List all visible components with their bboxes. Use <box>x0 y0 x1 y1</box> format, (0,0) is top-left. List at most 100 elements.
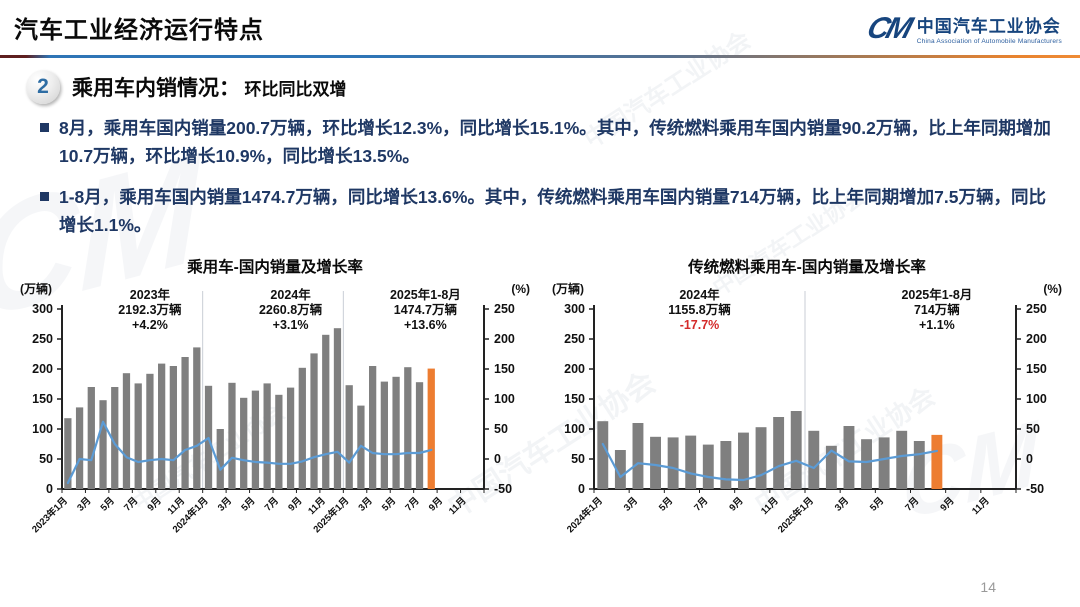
svg-text:250: 250 <box>32 332 53 346</box>
svg-text:3月: 3月 <box>216 496 234 514</box>
svg-text:7月: 7月 <box>403 496 421 514</box>
svg-text:(%): (%) <box>511 282 530 296</box>
svg-text:0: 0 <box>494 452 501 466</box>
header-divider <box>0 55 1080 58</box>
bullet-square-icon <box>40 123 49 132</box>
charts-row: 乘用车-国内销量及增长率 0 50 100 150 200 250 300 -50 0 50 100… <box>0 251 1080 551</box>
svg-text:2023年: 2023年 <box>130 287 171 302</box>
bullet-text: 8月，乘用车国内销量200.7万辆，环比增长12.3%，同比增长15.1%。其中… <box>59 118 1051 167</box>
svg-text:9月: 9月 <box>427 496 445 514</box>
caam-logo-name-cn: 中国汽车工业协会 <box>916 17 1061 36</box>
svg-text:5月: 5月 <box>239 496 257 514</box>
chart-title: 传统燃料乘用车-国内销量及增长率 <box>688 259 926 277</box>
bullet-list: 8月，乘用车国内销量200.7万辆，环比增长12.3%，同比增长15.1%。其中… <box>40 114 1052 239</box>
section-subtitle: 环比同比双增 <box>244 80 347 99</box>
svg-text:9月: 9月 <box>938 496 956 514</box>
chart-passenger-cars: 乘用车-国内销量及增长率 0 50 100 150 200 250 300 -50 0 50 100… <box>16 255 534 551</box>
chart-title: 乘用车-国内销量及增长率 <box>187 259 363 277</box>
svg-text:250: 250 <box>1026 302 1047 316</box>
page-title: 汽车工业经济运行特点 <box>14 17 264 44</box>
svg-text:3月: 3月 <box>622 496 640 514</box>
caam-logo-name-en: China Association of Automobile Manufact… <box>916 38 1062 45</box>
svg-text:+13.6%: +13.6% <box>404 318 447 332</box>
section-number-badge: 2 <box>26 70 60 104</box>
svg-text:11月: 11月 <box>447 496 469 518</box>
bullet-square-icon <box>40 191 49 201</box>
svg-text:50: 50 <box>571 452 585 466</box>
svg-text:300: 300 <box>564 302 585 316</box>
chart-passenger-cars-plot: 0 50 100 150 200 250 300 -50 0 50 100 150 200 250 (万辆)… <box>20 281 530 536</box>
svg-text:9月: 9月 <box>727 496 745 514</box>
svg-text:2025年1-8月: 2025年1-8月 <box>390 287 461 302</box>
svg-text:200: 200 <box>1026 332 1047 346</box>
svg-text:100: 100 <box>1026 392 1047 406</box>
svg-text:5月: 5月 <box>380 496 398 514</box>
svg-text:5月: 5月 <box>657 496 675 514</box>
svg-text:(万辆): (万辆) <box>552 281 584 296</box>
chart-traditional-fuel-plot: 0 50 100 150 200 250 300 -50 0 50 100 150 200 250 (万辆)… <box>552 281 1062 536</box>
svg-text:100: 100 <box>32 422 53 436</box>
svg-text:9月: 9月 <box>286 496 304 514</box>
svg-text:150: 150 <box>494 362 515 376</box>
svg-text:7月: 7月 <box>903 496 921 514</box>
svg-text:3月: 3月 <box>75 496 93 514</box>
svg-text:1474.7万辆: 1474.7万辆 <box>394 302 458 317</box>
svg-text:50: 50 <box>1026 422 1040 436</box>
svg-text:300: 300 <box>32 302 53 316</box>
svg-text:100: 100 <box>564 422 585 436</box>
svg-text:11月: 11月 <box>970 496 992 518</box>
page-number: 14 <box>980 579 996 595</box>
bullet-text: 1-8月，乘用车国内销量1474.7万辆，同比增长13.6%。其中，传统燃料乘用… <box>59 186 1046 236</box>
svg-text:+3.1%: +3.1% <box>273 318 309 332</box>
svg-text:100: 100 <box>494 392 515 406</box>
svg-text:3月: 3月 <box>833 496 851 514</box>
svg-text:250: 250 <box>564 332 585 346</box>
svg-text:-50: -50 <box>1026 482 1044 496</box>
svg-text:2024年: 2024年 <box>270 287 311 302</box>
svg-text:5月: 5月 <box>99 496 117 514</box>
bullet-item: 8月，乘用车国内销量200.7万辆，环比增长12.3%，同比增长15.1%。其中… <box>40 114 1052 171</box>
svg-text:0: 0 <box>46 482 53 496</box>
svg-text:150: 150 <box>564 392 585 406</box>
svg-text:(%): (%) <box>1043 282 1062 296</box>
svg-text:150: 150 <box>1026 362 1047 376</box>
svg-text:(万辆): (万辆) <box>20 281 52 296</box>
svg-text:150: 150 <box>32 392 53 406</box>
svg-text:1155.8万辆: 1155.8万辆 <box>668 302 731 317</box>
svg-text:2260.8万辆: 2260.8万辆 <box>259 302 323 317</box>
svg-text:50: 50 <box>494 422 508 436</box>
svg-text:714万辆: 714万辆 <box>914 302 960 317</box>
svg-text:2192.3万辆: 2192.3万辆 <box>118 302 182 317</box>
svg-text:200: 200 <box>494 332 515 346</box>
caam-logo: CM 中国汽车工业协会 China Association of Automob… <box>864 12 1062 46</box>
section-heading: 2 乘用车内销情况： 环比同比双增 <box>26 70 1080 104</box>
svg-text:3月: 3月 <box>357 496 375 514</box>
section-title: 乘用车内销情况： <box>72 77 240 100</box>
caam-logo-mark-icon: CM <box>863 11 914 45</box>
bullet-item: 1-8月，乘用车国内销量1474.7万辆，同比增长13.6%。其中，传统燃料乘用… <box>40 183 1052 240</box>
svg-text:200: 200 <box>564 362 585 376</box>
svg-text:0: 0 <box>578 482 585 496</box>
svg-text:11月: 11月 <box>759 496 781 518</box>
svg-text:-17.7%: -17.7% <box>680 318 720 332</box>
svg-text:+4.2%: +4.2% <box>132 318 168 332</box>
svg-text:7月: 7月 <box>692 496 710 514</box>
svg-text:2025年1-8月: 2025年1-8月 <box>901 287 972 302</box>
svg-text:50: 50 <box>39 452 53 466</box>
svg-text:2024年1月: 2024年1月 <box>564 495 605 536</box>
svg-text:7月: 7月 <box>263 496 281 514</box>
svg-text:0: 0 <box>1026 452 1033 466</box>
svg-text:9月: 9月 <box>146 496 164 514</box>
chart-traditional-fuel: 传统燃料乘用车-国内销量及增长率 0 50 100 150 200 250 300 -50 0 5… <box>548 255 1066 551</box>
svg-text:250: 250 <box>494 302 515 316</box>
svg-text:2024年: 2024年 <box>679 287 720 302</box>
svg-text:5月: 5月 <box>868 496 886 514</box>
svg-text:7月: 7月 <box>122 496 140 514</box>
svg-text:200: 200 <box>32 362 53 376</box>
svg-text:+1.1%: +1.1% <box>919 318 955 332</box>
svg-text:-50: -50 <box>494 482 512 496</box>
header: 汽车工业经济运行特点 CM 中国汽车工业协会 China Association… <box>0 0 1080 54</box>
svg-text:2023年1月: 2023年1月 <box>29 495 70 536</box>
svg-text:2025年1月: 2025年1月 <box>775 495 816 536</box>
